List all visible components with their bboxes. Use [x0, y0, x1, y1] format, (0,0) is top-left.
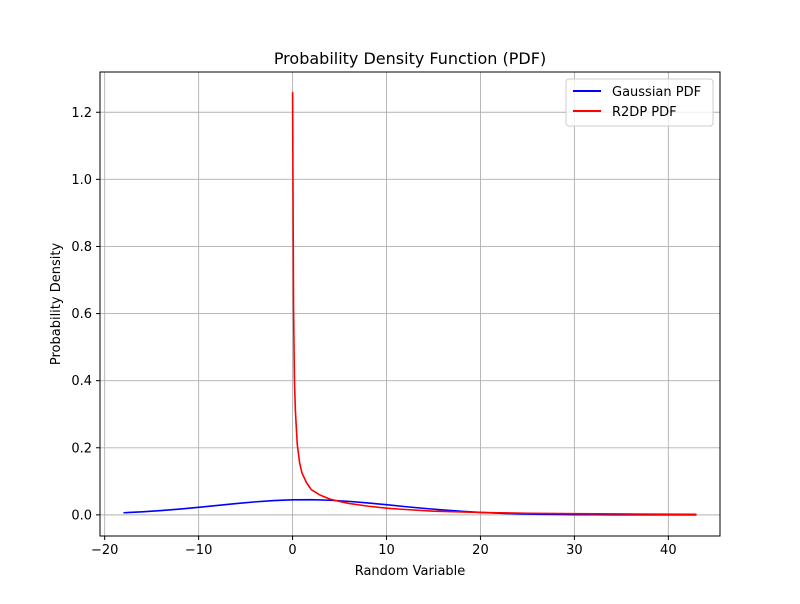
x-tick-label: 10	[378, 543, 395, 558]
x-tick-label: −10	[185, 543, 212, 558]
y-tick-label: 0.4	[71, 374, 92, 389]
y-axis-ticks: 0.0 0.2 0.4 0.6 0.8 1.0 1.2	[71, 106, 100, 523]
y-tick-label: 0.6	[71, 307, 92, 322]
y-tick-label: 1.2	[71, 106, 92, 121]
x-tick-label: −20	[91, 543, 118, 558]
y-tick-label: 0.2	[71, 441, 92, 456]
series-lines	[123, 92, 697, 516]
legend: Gaussian PDF R2DP PDF	[565, 78, 714, 127]
gaussian-pdf-line	[123, 498, 697, 516]
legend-box	[565, 78, 714, 127]
plot-frame	[99, 71, 721, 537]
y-axis-label: Probability Density	[49, 243, 64, 366]
y-tick-label: 0.8	[71, 240, 92, 255]
x-tick-label: 0	[288, 543, 296, 558]
x-tick-label: 20	[472, 543, 489, 558]
x-axis-ticks: −20 −10 0 10 20 30 40	[91, 536, 677, 558]
r2dp-pdf-line	[291, 92, 697, 516]
x-axis-label: Random Variable	[355, 564, 466, 579]
y-tick-label: 1.0	[71, 173, 92, 188]
legend-label-gaussian: Gaussian PDF	[612, 85, 701, 100]
legend-label-r2dp: R2DP PDF	[612, 105, 677, 120]
chart-title: Probability Density Function (PDF)	[274, 49, 546, 68]
y-tick-label: 0.0	[71, 508, 92, 523]
x-tick-label: 40	[660, 543, 677, 558]
x-tick-label: 30	[566, 543, 583, 558]
